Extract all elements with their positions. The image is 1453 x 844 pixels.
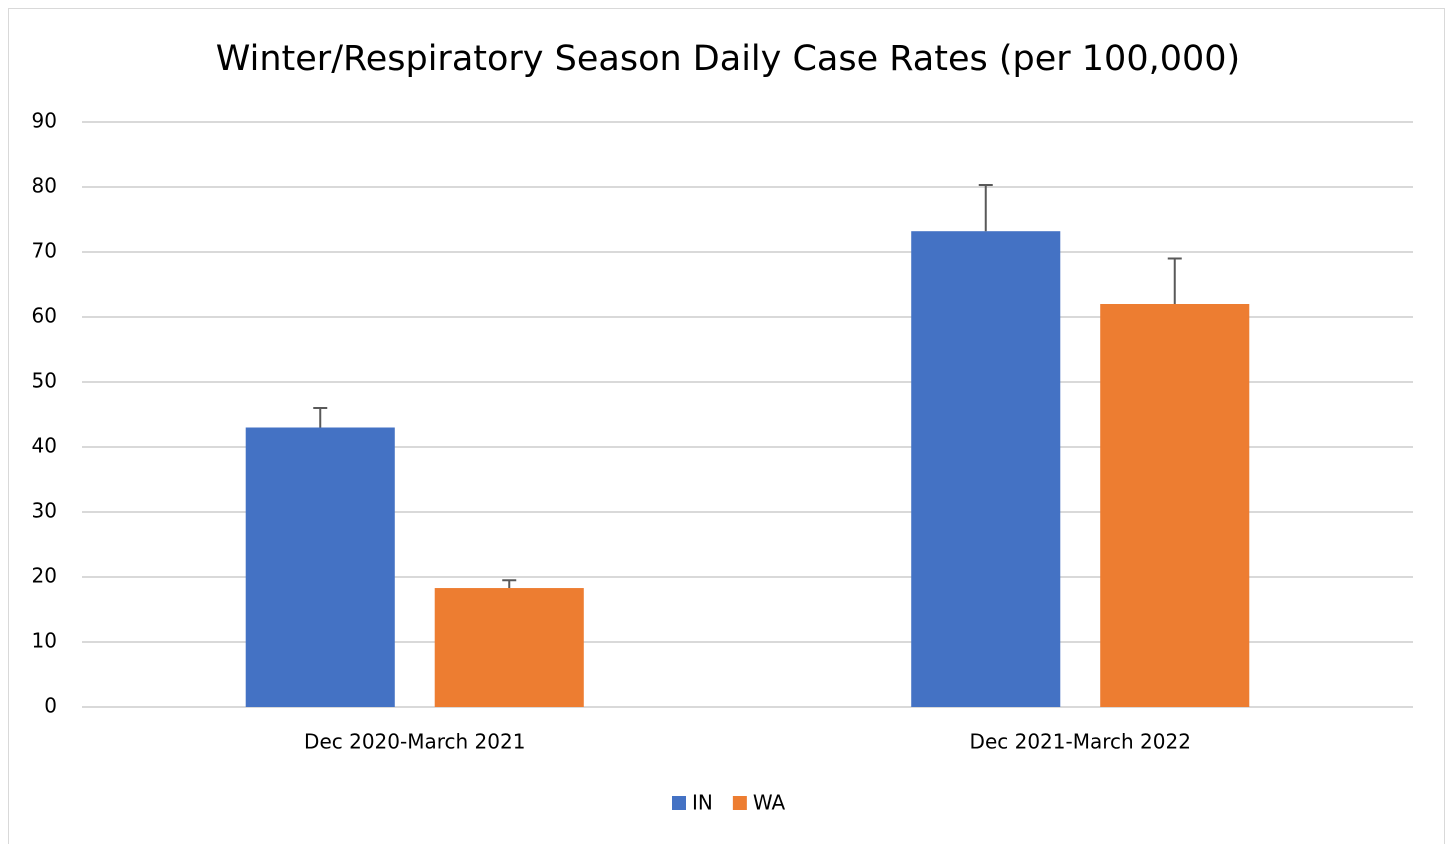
bar (911, 231, 1061, 707)
bar (245, 427, 395, 707)
y-tick-label: 80 (32, 174, 57, 198)
y-tick-label: 30 (32, 499, 57, 523)
y-tick-label: 40 (32, 434, 57, 458)
chart-title: Winter/Respiratory Season Daily Case Rat… (216, 39, 1240, 79)
y-tick-label: 20 (32, 564, 57, 588)
bar (434, 588, 584, 707)
bar (1100, 304, 1250, 707)
y-tick-label: 70 (32, 239, 57, 263)
legend-label: IN (692, 791, 713, 815)
error-bar (978, 184, 993, 232)
x-tick-label: Dec 2020-March 2021 (304, 730, 525, 754)
y-tick-label: 60 (32, 304, 57, 328)
error-bar (313, 407, 328, 428)
legend-swatch (672, 796, 686, 810)
y-tick-label: 90 (32, 109, 57, 133)
y-tick-label: 0 (44, 694, 57, 718)
error-bar (502, 579, 517, 589)
y-tick-label: 10 (32, 629, 57, 653)
y-tick-label: 50 (32, 369, 57, 393)
legend-label: WA (753, 791, 786, 815)
legend-swatch (732, 796, 747, 810)
error-bar (1167, 257, 1182, 304)
x-tick-label: Dec 2021-March 2022 (970, 730, 1191, 754)
